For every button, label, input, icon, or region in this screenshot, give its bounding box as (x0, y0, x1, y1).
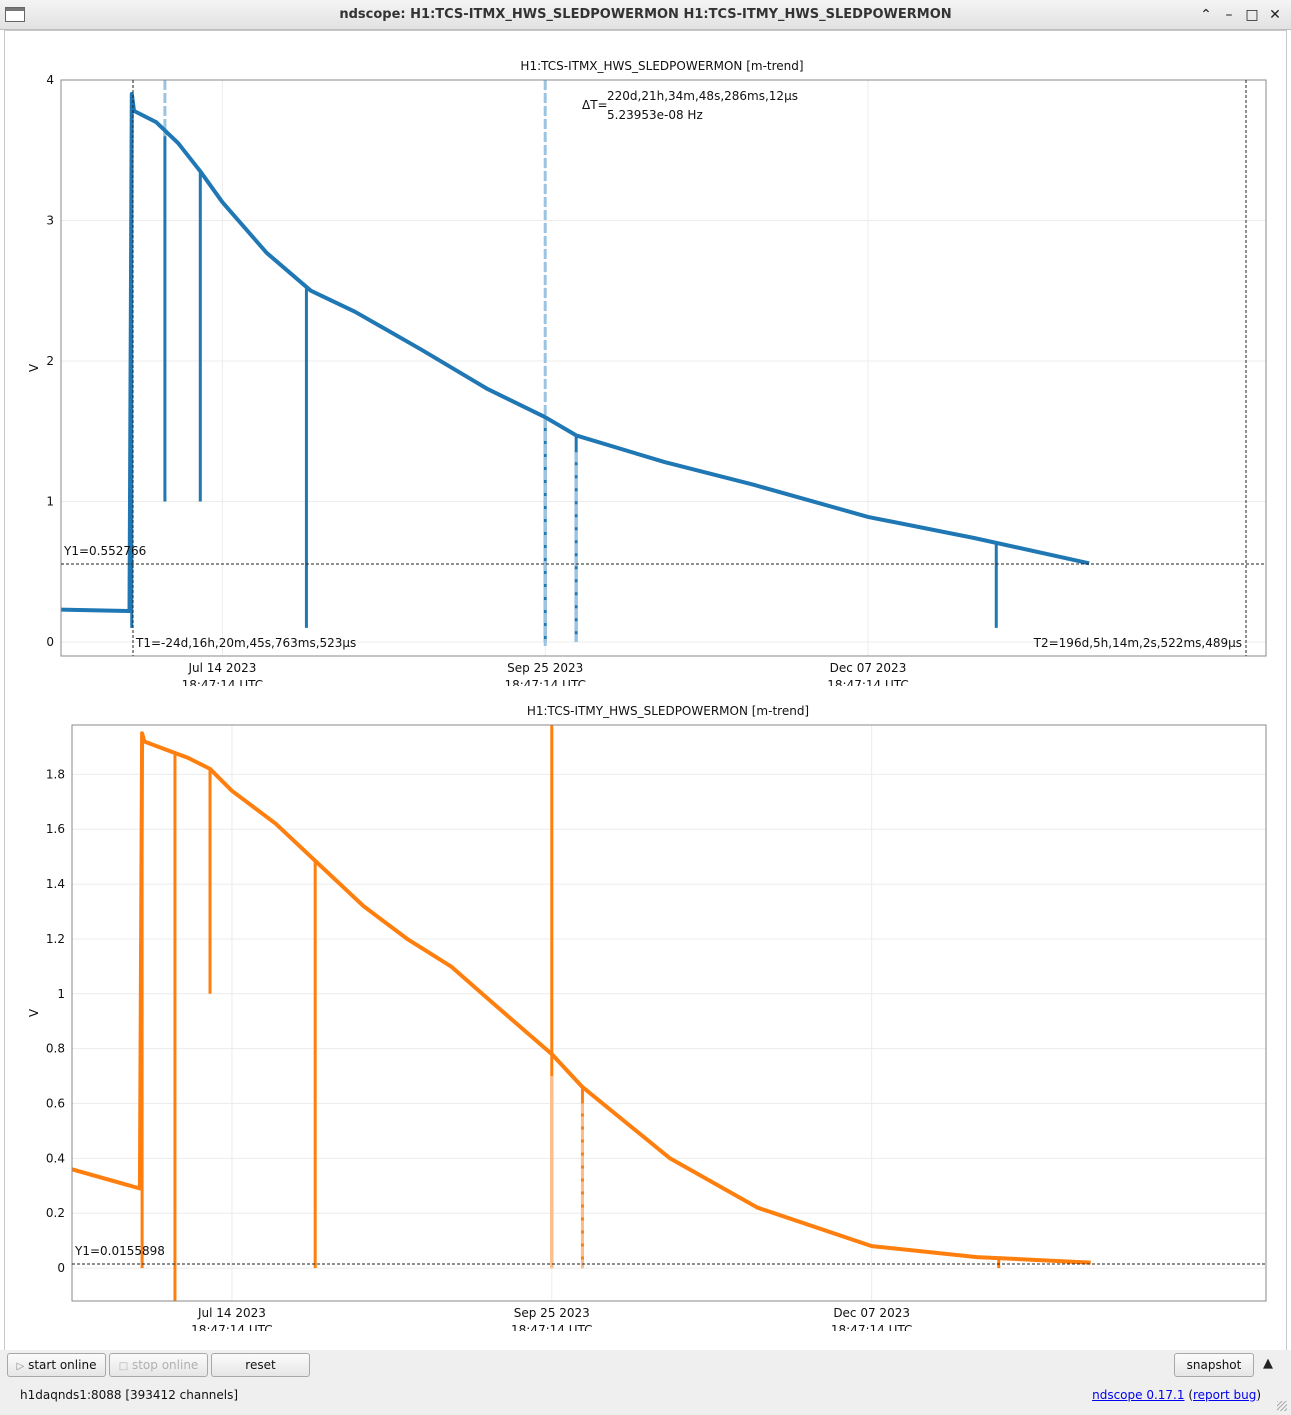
version-link[interactable]: ndscope 0.17.1 (1092, 1388, 1185, 1402)
cursor-y1-label: Y1=0.0155898 (74, 1244, 165, 1258)
y-tick-label: 0.8 (46, 1042, 65, 1056)
stop-online-label: stop online (131, 1358, 199, 1372)
report-prefix: ( (1184, 1388, 1193, 1402)
x-tick-time: 18:47:14 UTC (182, 678, 264, 692)
axes-frame (71, 724, 1267, 1302)
cursor-y1-label: Y1=0.552766 (63, 544, 146, 558)
report-suffix: ) (1256, 1388, 1261, 1402)
y-tick-label: 4 (46, 73, 54, 87)
window-title: ndscope: H1:TCS-ITMX_HWS_SLEDPOWERMON H1… (339, 7, 952, 22)
y-tick-label: 0.2 (46, 1206, 65, 1220)
y-tick-label: 0.4 (46, 1151, 65, 1165)
snapshot-label: snapshot (1186, 1358, 1242, 1372)
close-icon[interactable]: ✕ (1269, 7, 1281, 23)
y-tick-label: 3 (46, 213, 54, 227)
plot-itmx[interactable]: H1:TCS-ITMX_HWS_SLEDPOWERMON [m-trend] V… (27, 59, 1267, 692)
y-tick-label: 1.6 (46, 822, 65, 836)
grid (61, 79, 1266, 656)
y-tick-label: 0 (46, 635, 54, 649)
cursor-t1-label: T1=-24d,16h,20m,45s,763ms,523μs (135, 636, 356, 650)
x-tick-time: 18:47:14 UTC (831, 1323, 913, 1337)
y-tick-label: 1 (46, 494, 54, 508)
x-tick-time: 18:47:14 UTC (191, 1323, 273, 1337)
reset-label: reset (245, 1358, 276, 1372)
play-icon: ▷ (16, 1361, 25, 1372)
x-ticks: Jul 14 2023 18:47:14 UTC Sep 25 2023 18:47:… (191, 1306, 913, 1337)
chevron-up-icon[interactable]: ⌃ (1200, 7, 1212, 23)
reset-button[interactable]: reset (211, 1353, 310, 1377)
data-series (71, 725, 1091, 1301)
y-tick-label: 1.2 (46, 932, 65, 946)
x-tick-date: Jul 14 2023 (197, 1306, 266, 1320)
y-ticks: 0 1 2 3 4 (46, 73, 54, 649)
axes-frame (60, 79, 1267, 657)
data-series (60, 80, 1090, 646)
x-ticks: Jul 14 2023 18:47:14 UTC Sep 25 2023 18:47:… (182, 661, 909, 692)
y-tick-label: 1.4 (46, 877, 65, 891)
x-tick-time: 18:47:14 UTC (504, 678, 586, 692)
plot-title: H1:TCS-ITMY_HWS_SLEDPOWERMON [m-trend] (527, 704, 809, 718)
start-online-label: start online (28, 1358, 97, 1372)
server-status: h1daqnds1:8088 [393412 channels] (20, 1388, 239, 1402)
cursor-t2-label: T2=196d,5h,14m,2s,522ms,489μs (1033, 636, 1242, 650)
delta-f-value: 5.23953e-08 Hz (607, 108, 703, 122)
y-axis-label: V (27, 363, 41, 372)
maximize-icon[interactable]: □ (1245, 7, 1259, 23)
x-tick-time: 18:47:14 UTC (827, 678, 909, 692)
app-icon[interactable] (5, 7, 25, 22)
stop-icon: □ (118, 1361, 129, 1372)
y-axis-label: V (27, 1008, 41, 1017)
version-info: ndscope 0.17.1 (report bug) (1092, 1388, 1261, 1402)
y-ticks: 0 0.2 0.4 0.6 0.8 1 1.2 1.4 1.6 1.8 (46, 767, 65, 1275)
y-tick-label: 1.8 (46, 767, 65, 781)
x-tick-date: Sep 25 2023 (514, 1306, 590, 1320)
expand-triangle-icon[interactable]: ▲ (1263, 1356, 1273, 1371)
snapshot-button[interactable]: snapshot (1174, 1353, 1254, 1377)
plot-area[interactable]: H1:TCS-ITMX_HWS_SLEDPOWERMON [m-trend] V… (0, 0, 1291, 1350)
report-bug-link[interactable]: report bug (1193, 1388, 1257, 1402)
grid (72, 725, 1266, 1301)
x-tick-time: 18:47:14 UTC (511, 1323, 593, 1337)
stop-online-button[interactable]: □ stop online (109, 1353, 208, 1377)
y-tick-label: 2 (46, 354, 54, 368)
series-line (71, 731, 1091, 1265)
delta-t-value: 220d,21h,34m,48s,286ms,12μs (607, 89, 798, 103)
window-titlebar: ndscope: H1:TCS-ITMX_HWS_SLEDPOWERMON H1… (0, 0, 1291, 30)
plot-title: H1:TCS-ITMX_HWS_SLEDPOWERMON [m-trend] (520, 59, 803, 73)
x-tick-date: Dec 07 2023 (830, 661, 907, 675)
x-tick-date: Sep 25 2023 (507, 661, 583, 675)
y-tick-label: 0.6 (46, 1097, 65, 1111)
x-tick-date: Dec 07 2023 (833, 1306, 910, 1320)
minimize-icon[interactable]: – (1225, 7, 1233, 23)
y-tick-label: 0 (57, 1261, 65, 1275)
start-online-button[interactable]: ▷ start online (7, 1353, 106, 1377)
y-tick-label: 1 (57, 987, 65, 1001)
plot-itmy[interactable]: H1:TCS-ITMY_HWS_SLEDPOWERMON [m-trend] V… (27, 704, 1267, 1337)
series-line (60, 92, 1090, 613)
bottom-toolbar: ▷ start online □ stop online reset snaps… (0, 1350, 1291, 1415)
delta-t-label: ΔT= (582, 98, 608, 112)
resize-grip[interactable] (1277, 1401, 1287, 1411)
x-tick-date: Jul 14 2023 (187, 661, 256, 675)
